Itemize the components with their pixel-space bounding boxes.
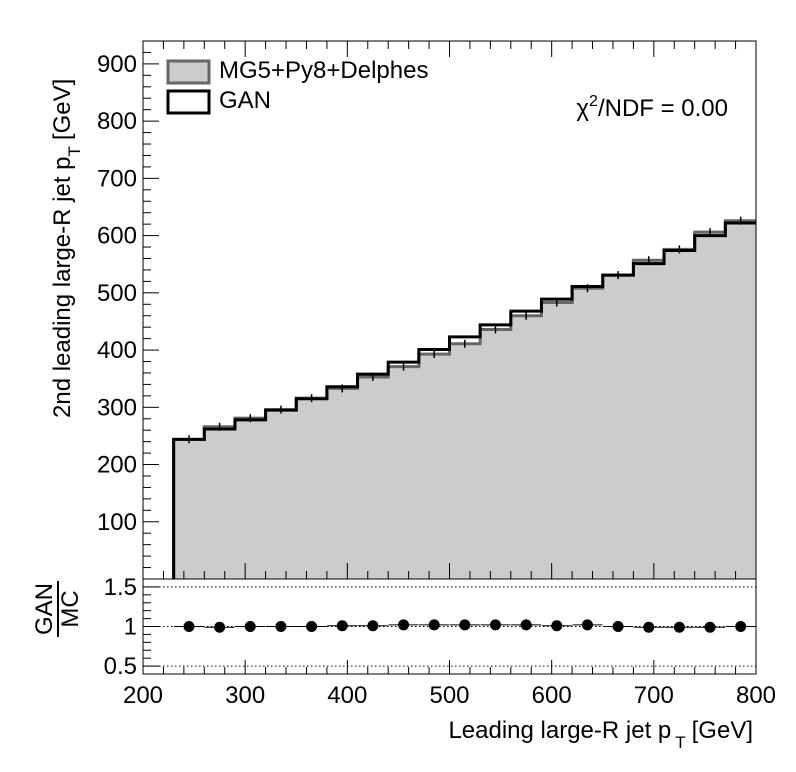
main-y-tick-label: 500 [97,280,137,307]
ratio-y-tick-label: 0.5 [104,653,137,680]
main-y-tick-label: 400 [97,337,137,364]
ratio-point [367,620,379,632]
ratio-point [612,621,624,632]
ratio-point [459,619,471,631]
ratio-y-tick-label: 1.5 [104,574,137,601]
ratio-point [673,621,685,633]
x-axis-title-sub: T [675,733,685,752]
ratio-reference-lines [143,586,756,667]
x-tick-label: 800 [736,682,776,709]
legend-swatch-gan [166,89,211,115]
main-y-axis-title-main: 2nd leading large-R jet p [49,156,76,418]
ratio-point [581,619,593,631]
x-tick-label: 700 [634,682,674,709]
main-y-tick-label: 100 [97,509,137,536]
ratio-point [735,621,747,632]
ratio-point [643,621,655,633]
legend: MG5+Py8+Delphes GAN [166,57,428,115]
ratio-point [275,621,287,632]
main-y-tick-label: 600 [97,223,137,250]
ratio-y-axis-title: GAN MC [31,581,84,637]
histogram-layer [172,216,756,579]
ratio-points [173,619,756,633]
x-tick-label: 600 [532,682,572,709]
chi2-superscript: 2 [589,93,598,110]
legend-swatch-mc [166,59,211,85]
chi2-symbol: χ [576,95,589,122]
main-y-axis-title-sub: T [65,146,84,156]
ratio-y-axis-numerator: GAN [31,583,58,635]
x-axis-title: Leading large-R jet p T [GeV] [448,717,753,752]
mc-histogram-fill [173,220,756,579]
gan-histogram-line [172,221,756,579]
ratio-y-ticks: 0.5 1 1.5 [104,574,159,680]
x-axis-title-unit: [GeV] [692,717,753,744]
ratio-point [520,619,532,631]
ratio-point [214,621,226,633]
ratio-point [489,619,501,631]
main-y-tick-label: 300 [97,394,137,421]
main-y-axis-title: 2nd leading large-R jet pT [GeV] [49,79,84,418]
x-ticks: 200 300 400 500 600 700 800 [123,660,776,709]
main-y-axis-title-unit: [GeV] [49,79,76,140]
ratio-y-axis-denominator: MC [57,590,84,627]
x-tick-label: 200 [123,682,163,709]
main-y-ticks: 100 200 300 400 500 600 700 800 900 [97,40,757,579]
ratio-point [551,620,563,632]
ratio-point [244,621,256,632]
x-tick-label: 300 [225,682,265,709]
ratio-point [306,621,318,632]
chi2-value: /NDF = 0.00 [598,95,728,122]
x-tick-label: 500 [429,682,469,709]
main-y-tick-label: 900 [97,51,137,78]
ratio-plot-panel: 0.5 1 1.5 200 300 400 500 600 700 800 [104,574,776,709]
main-y-tick-label: 200 [97,452,137,479]
x-tick-label: 400 [327,682,367,709]
ratio-point [704,621,716,633]
ratio-point [183,621,195,632]
ratio-point [336,620,348,632]
main-y-tick-label: 700 [97,165,137,192]
chi2-annotation: χ2/NDF = 0.00 [576,93,728,122]
legend-label-gan: GAN [219,87,271,114]
ratio-plot-frame [142,578,757,675]
legend-label-mc: MG5+Py8+Delphes [219,57,428,84]
main-y-tick-label: 800 [97,108,137,135]
x-axis-title-main: Leading large-R jet p [448,717,671,744]
main-plot-panel: 100 200 300 400 500 600 700 800 900 [97,40,757,580]
ratio-point [428,619,440,631]
ratio-y-tick-label: 1 [124,614,137,641]
ratio-point [398,619,410,631]
